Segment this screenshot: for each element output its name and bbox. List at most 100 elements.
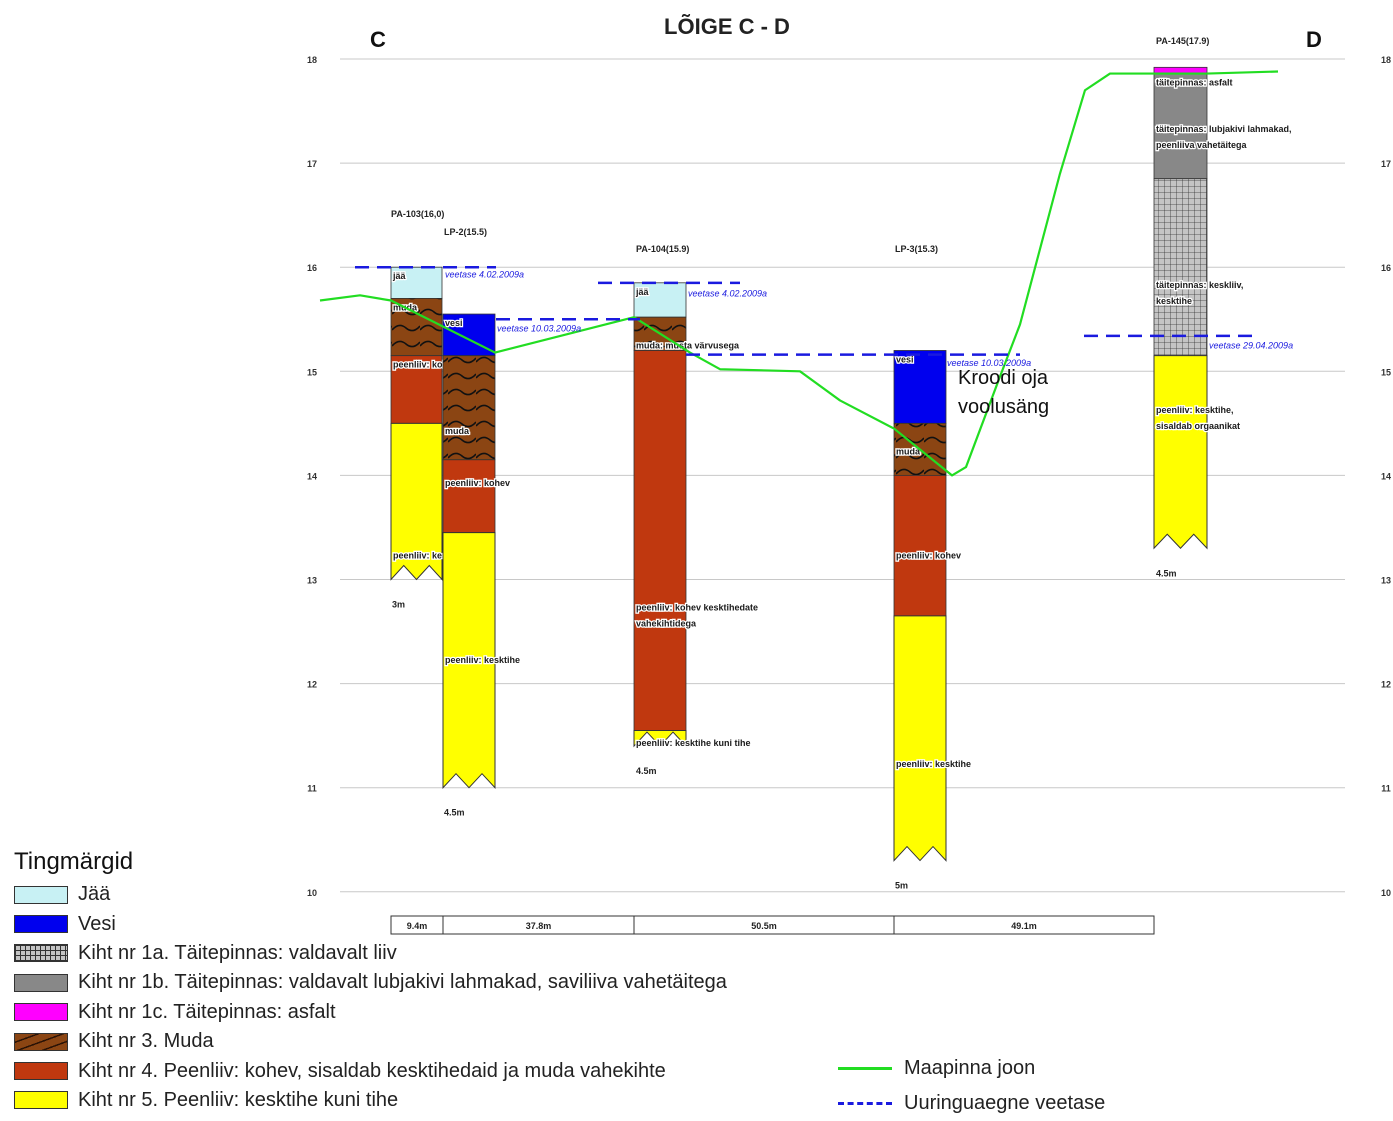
water-level-label: veetase 4.02.2009a (688, 288, 767, 298)
layer-label: vesi (896, 354, 914, 364)
legend-ground-line-label: Maapinna joon (904, 1057, 1036, 1079)
depth-label: 4.5m (1156, 568, 1177, 578)
water-level-label: veetase 10.03.2009a (497, 324, 581, 334)
elevation-tick-left: 16 (307, 263, 317, 273)
layer-loose-sand (390, 355, 443, 424)
borehole-label: PA-145(17.9) (1156, 36, 1209, 46)
layer-label: peenliiv: kesktihe kuni tihe (636, 738, 751, 748)
elevation-tick-right: 13 (1381, 576, 1391, 586)
elevation-tick-right: 11 (1381, 784, 1391, 794)
layer-dense-sand (390, 422, 443, 581)
distance-bar (390, 915, 1155, 935)
layer-label: muda (445, 426, 470, 436)
legend-water-level: Uuringuaegne veetase (838, 1086, 1105, 1121)
legend-swatch-mud (14, 1032, 68, 1051)
distance-label: 9.4m (407, 921, 428, 931)
distance-label: 49.1m (1011, 921, 1037, 931)
legend-item-label: Jää (78, 883, 111, 906)
end-label-left: C (370, 27, 386, 52)
legend-item-label: Kiht nr 5. Peenliiv: kesktihe kuni tihe (78, 1088, 399, 1111)
layer-label: vesi (445, 318, 463, 328)
borehole-label: PA-104(15.9) (636, 244, 689, 254)
depth-label: 4.5m (444, 808, 465, 818)
legend-item: Kiht nr 1b. Täitepinnas: valdavalt lubja… (14, 968, 727, 997)
legend-swatch-loose-sand (14, 1062, 68, 1081)
layer-label: peenliiv: kohev (896, 551, 961, 561)
borehole-label: LP-3(15.3) (895, 244, 938, 254)
layer-dense-sand (893, 615, 947, 862)
layer-fill-gray (1153, 73, 1208, 180)
elevation-tick-left: 10 (307, 888, 317, 898)
legend-item: Kiht nr 4. Peenliiv: kohev, sisaldab kes… (14, 1056, 727, 1085)
layer-loose-sand (442, 459, 496, 534)
layer-label: kesktihe (1156, 296, 1192, 306)
borehole-label: PA-103(16,0) (391, 209, 444, 219)
layer-loose-sand (633, 350, 687, 731)
layer-label: täitepinnas: lubjakivi lahmakad, (1156, 124, 1292, 134)
elevation-tick-right: 15 (1381, 367, 1391, 377)
elevation-tick-left: 15 (307, 367, 317, 377)
layer-label: täitepinnas: asfalt (1156, 78, 1233, 88)
elevation-tick-left: 11 (307, 784, 317, 794)
water-level-label: veetase 29.04.2009a (1209, 340, 1293, 350)
legend-swatch-dense-sand (14, 1091, 68, 1110)
elevation-tick-left: 12 (307, 680, 317, 690)
legend-lines: Maapinna joon Uuringuaegne veetase (838, 1051, 1105, 1121)
legend-swatch-asphalt (14, 1003, 68, 1022)
elevation-tick-right: 16 (1381, 263, 1391, 273)
layer-dense-sand (1153, 355, 1208, 550)
legend-item: Kiht nr 3. Muda (14, 1027, 727, 1056)
legend-item-label: Kiht nr 4. Peenliiv: kohev, sisaldab kes… (78, 1059, 666, 1082)
legend-item: Vesi (14, 909, 727, 938)
layer-label: peenliiv: kesktihe, (1156, 405, 1234, 415)
layer-dense-sand (633, 729, 687, 748)
layer-label: peenliiv: kesktihe (445, 655, 520, 665)
ground-line-sample (838, 1067, 892, 1070)
layer-label: peenliiva vahetäitega (1156, 140, 1248, 150)
elevation-tick-right: 18 (1381, 55, 1391, 65)
layer-loose-sand (893, 474, 947, 617)
distance-label: 37.8m (526, 921, 552, 931)
legend-item-label: Kiht nr 3. Muda (78, 1030, 214, 1053)
layer-label: peenliiv: kesktihe (896, 759, 971, 769)
legend-swatch-ice (14, 885, 68, 904)
legend-item: Jää (14, 880, 727, 909)
elevation-tick-right: 12 (1381, 680, 1391, 690)
depth-label: 5m (895, 881, 908, 891)
water-level-label: veetase 10.03.2009a (947, 358, 1031, 368)
elevation-tick-right: 10 (1381, 888, 1391, 898)
elevation-tick-left: 14 (307, 471, 317, 481)
legend-ground-line: Maapinna joon (838, 1051, 1105, 1086)
water-level-sample (838, 1102, 892, 1105)
legend-swatch-fill-gray (14, 973, 68, 992)
layer-label: peenliiv: kohev kesktihedate (636, 603, 758, 613)
legend-swatch-fill-grid (14, 944, 68, 963)
elevation-tick-left: 18 (307, 55, 317, 65)
borehole-pa-145: PA-145(17.9) täitepinnas: asfalt täitepinn… (1153, 36, 1293, 578)
legend-item-label: Kiht nr 1c. Täitepinnas: asfalt (78, 1000, 336, 1023)
legend-item: Kiht nr 1c. Täitepinnas: asfalt (14, 998, 727, 1027)
layer-mud (442, 355, 496, 461)
layer-label: muda (896, 447, 921, 457)
layer-water (893, 350, 947, 424)
section-title: LÕIGE C - D (664, 14, 790, 39)
stream-annotation-line-1: Kroodi oja (958, 367, 1049, 389)
legend: Tingmärgid Jää Vesi Kiht nr 1a. Täitepinna… (14, 848, 727, 1115)
borehole-lp-3: LP-3(15.3) vesi muda peenliiv: kohev peenlii… (893, 244, 972, 891)
depth-label: 4.5m (636, 766, 657, 776)
layer-label: peenliiv: kohev (445, 478, 510, 488)
legend-item-label: Kiht nr 1b. Täitepinnas: valdavalt lubja… (78, 971, 727, 994)
end-label-right: D (1306, 27, 1322, 52)
elevation-tick-left: 13 (307, 576, 317, 586)
layer-label: jää (392, 271, 407, 281)
legend-item: Kiht nr 1a. Täitepinnas: valdavalt liiv (14, 939, 727, 968)
layer-label: jää (635, 287, 650, 297)
elevation-tick-left: 17 (307, 159, 317, 169)
layer-label: vahekihtidega (636, 619, 697, 629)
elevation-tick-right: 17 (1381, 159, 1391, 169)
legend-water-level-label: Uuringuaegne veetase (904, 1092, 1106, 1114)
water-level-label: veetase 4.02.2009a (445, 270, 524, 280)
borehole-pa-104: PA-104(15.9) jää muda: musta värvusega peen… (633, 244, 759, 776)
